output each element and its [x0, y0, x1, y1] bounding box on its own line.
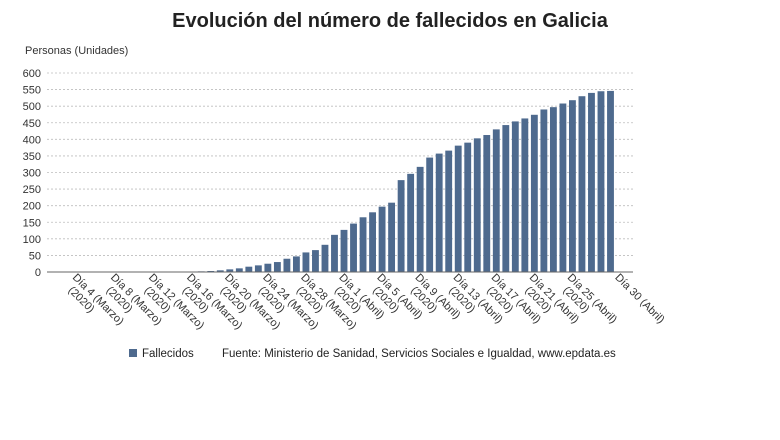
x-axis-ticks: Día 4 (Marzo)(2020) Día 8 (Marzo)(2020) Dí… [66, 272, 667, 332]
y-axis-ticks: 0 50 100 150 200 250 300 350 400 450 500 550 600 [23, 68, 41, 279]
bar [511, 121, 519, 272]
bar [302, 252, 310, 272]
bar [473, 138, 481, 272]
bar [235, 268, 243, 272]
bar [340, 229, 348, 272]
bar [312, 250, 319, 272]
bar [378, 206, 386, 272]
bar [607, 90, 614, 272]
bar [597, 91, 605, 273]
source-note: Fuente: Ministerio de Sanidad, Servicios… [222, 348, 616, 360]
bar [445, 150, 453, 272]
y-tick-label: 250 [23, 184, 41, 196]
bar [569, 100, 576, 272]
bars [188, 90, 614, 273]
bar [369, 212, 376, 272]
y-tick-label: 150 [23, 217, 41, 229]
legend: Fallecidos Fuente: Ministerio de Sanidad… [129, 348, 616, 360]
bar [521, 118, 529, 272]
bar [540, 109, 548, 272]
y-tick-label: 100 [23, 234, 41, 246]
x-tick-label-line1: Día 30 (Abril) [612, 272, 666, 326]
bar [331, 234, 338, 272]
y-tick-label: 0 [35, 267, 41, 279]
bar [549, 107, 557, 272]
y-tick-label: 50 [29, 250, 41, 262]
bar [502, 125, 510, 272]
x-tick-label: Día 30 (Abril) [612, 272, 666, 326]
y-axis-unit-label: Personas (Unidades) [25, 45, 128, 57]
legend-swatch [129, 349, 137, 357]
y-tick-label: 550 [23, 85, 41, 97]
bar [578, 96, 586, 272]
bar [254, 265, 262, 272]
y-tick-label: 200 [23, 201, 41, 213]
bar [464, 142, 472, 272]
y-tick-label: 300 [23, 168, 41, 180]
bar [588, 92, 595, 273]
bar [435, 153, 443, 272]
bar [454, 145, 462, 272]
bar [530, 114, 538, 272]
bar [388, 202, 396, 272]
bar [483, 135, 491, 272]
bar [264, 263, 272, 272]
grid [47, 72, 633, 256]
bar [359, 217, 367, 272]
bar [273, 262, 281, 272]
y-tick-label: 450 [23, 118, 41, 130]
bar [559, 103, 567, 272]
y-tick-label: 600 [23, 68, 41, 80]
bar [216, 270, 224, 272]
y-tick-label: 400 [23, 134, 41, 146]
bar [492, 129, 500, 272]
y-tick-label: 350 [23, 151, 41, 163]
y-tick-label: 500 [23, 101, 41, 113]
legend-label: Fallecidos [142, 348, 194, 360]
bar [321, 244, 329, 272]
bar [283, 258, 291, 272]
bar [397, 180, 405, 272]
bar [226, 269, 234, 272]
bar [292, 256, 300, 272]
bar [350, 223, 357, 272]
bar [416, 166, 424, 272]
chart-title: Evolución del número de fallecidos en Ga… [172, 10, 609, 32]
bar [407, 173, 415, 272]
bar [426, 157, 434, 272]
bar [245, 266, 253, 272]
